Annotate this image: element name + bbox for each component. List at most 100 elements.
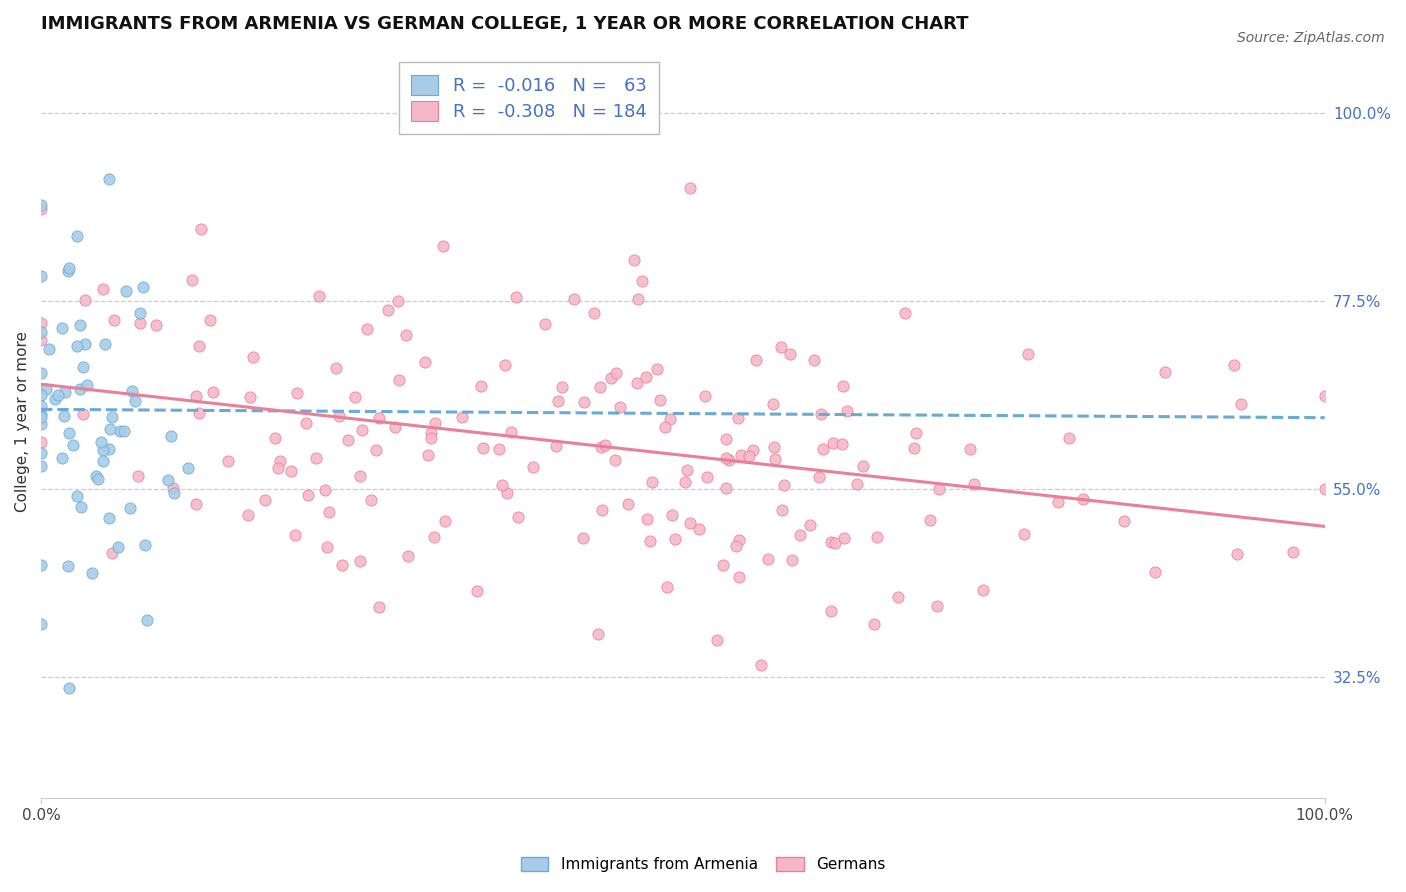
- Point: [239, 390, 262, 404]
- Point: [253, 493, 276, 508]
- Point: [1071, 491, 1094, 506]
- Point: [30, 459, 52, 474]
- Text: IMMIGRANTS FROM ARMENIA VS GERMAN COLLEGE, 1 YEAR OR MORE CORRELATION CHART: IMMIGRANTS FROM ARMENIA VS GERMAN COLLEG…: [41, 15, 969, 33]
- Point: [647, 361, 669, 376]
- Point: [730, 448, 752, 462]
- Point: [87, 472, 110, 486]
- Point: [297, 488, 319, 502]
- Point: [176, 461, 198, 475]
- Point: [638, 534, 661, 549]
- Point: [238, 508, 260, 522]
- Point: [135, 613, 157, 627]
- Point: [98, 172, 121, 186]
- Point: [120, 500, 142, 515]
- Point: [387, 293, 409, 308]
- Point: [30, 387, 52, 401]
- Point: [349, 469, 371, 483]
- Point: [84, 469, 107, 483]
- Point: [280, 464, 302, 478]
- Point: [377, 302, 399, 317]
- Point: [98, 510, 121, 524]
- Point: [963, 476, 986, 491]
- Point: [395, 327, 418, 342]
- Point: [101, 546, 124, 560]
- Point: [714, 432, 737, 446]
- Point: [742, 442, 765, 457]
- Point: [396, 549, 419, 563]
- Point: [506, 509, 529, 524]
- Point: [717, 452, 740, 467]
- Point: [65, 339, 87, 353]
- Point: [103, 313, 125, 327]
- Point: [145, 318, 167, 332]
- Point: [661, 508, 683, 522]
- Point: [654, 419, 676, 434]
- Point: [679, 516, 702, 531]
- Point: [616, 497, 638, 511]
- Point: [496, 485, 519, 500]
- Point: [1012, 527, 1035, 541]
- Point: [44, 392, 66, 406]
- Point: [419, 425, 441, 440]
- Point: [488, 442, 510, 456]
- Point: [284, 528, 307, 542]
- Point: [368, 599, 391, 614]
- Point: [1057, 431, 1080, 445]
- Point: [72, 359, 94, 374]
- Point: [574, 395, 596, 409]
- Point: [799, 517, 821, 532]
- Point: [58, 264, 80, 278]
- Point: [30, 417, 52, 431]
- Point: [56, 558, 79, 573]
- Point: [823, 436, 845, 450]
- Point: [186, 389, 208, 403]
- Point: [505, 290, 527, 304]
- Point: [53, 385, 76, 400]
- Point: [820, 534, 842, 549]
- Point: [583, 305, 606, 319]
- Point: [679, 180, 702, 194]
- Text: Source: ZipAtlas.com: Source: ZipAtlas.com: [1237, 31, 1385, 45]
- Point: [501, 425, 523, 439]
- Point: [51, 450, 73, 465]
- Point: [763, 440, 786, 454]
- Point: [269, 453, 291, 467]
- Point: [46, 388, 69, 402]
- Point: [650, 392, 672, 407]
- Point: [534, 317, 557, 331]
- Point: [66, 489, 89, 503]
- Point: [162, 481, 184, 495]
- Point: [1143, 565, 1166, 579]
- Point: [727, 411, 749, 425]
- Point: [1229, 397, 1251, 411]
- Point: [831, 437, 853, 451]
- Point: [98, 422, 121, 436]
- Point: [609, 400, 631, 414]
- Point: [636, 369, 658, 384]
- Point: [187, 338, 209, 352]
- Point: [714, 481, 737, 495]
- Point: [605, 366, 627, 380]
- Point: [959, 442, 981, 457]
- Point: [305, 450, 328, 465]
- Point: [676, 462, 699, 476]
- Point: [30, 268, 52, 283]
- Point: [156, 474, 179, 488]
- Point: [450, 410, 472, 425]
- Point: [58, 681, 80, 695]
- Point: [626, 376, 648, 390]
- Point: [1017, 347, 1039, 361]
- Point: [330, 558, 353, 572]
- Point: [100, 409, 122, 424]
- Point: [72, 407, 94, 421]
- Point: [1046, 495, 1069, 509]
- Point: [58, 261, 80, 276]
- Point: [316, 540, 339, 554]
- Point: [30, 435, 52, 450]
- Point: [433, 514, 456, 528]
- Point: [58, 425, 80, 440]
- Point: [470, 378, 492, 392]
- Point: [728, 533, 751, 548]
- Point: [73, 293, 96, 307]
- Point: [599, 370, 621, 384]
